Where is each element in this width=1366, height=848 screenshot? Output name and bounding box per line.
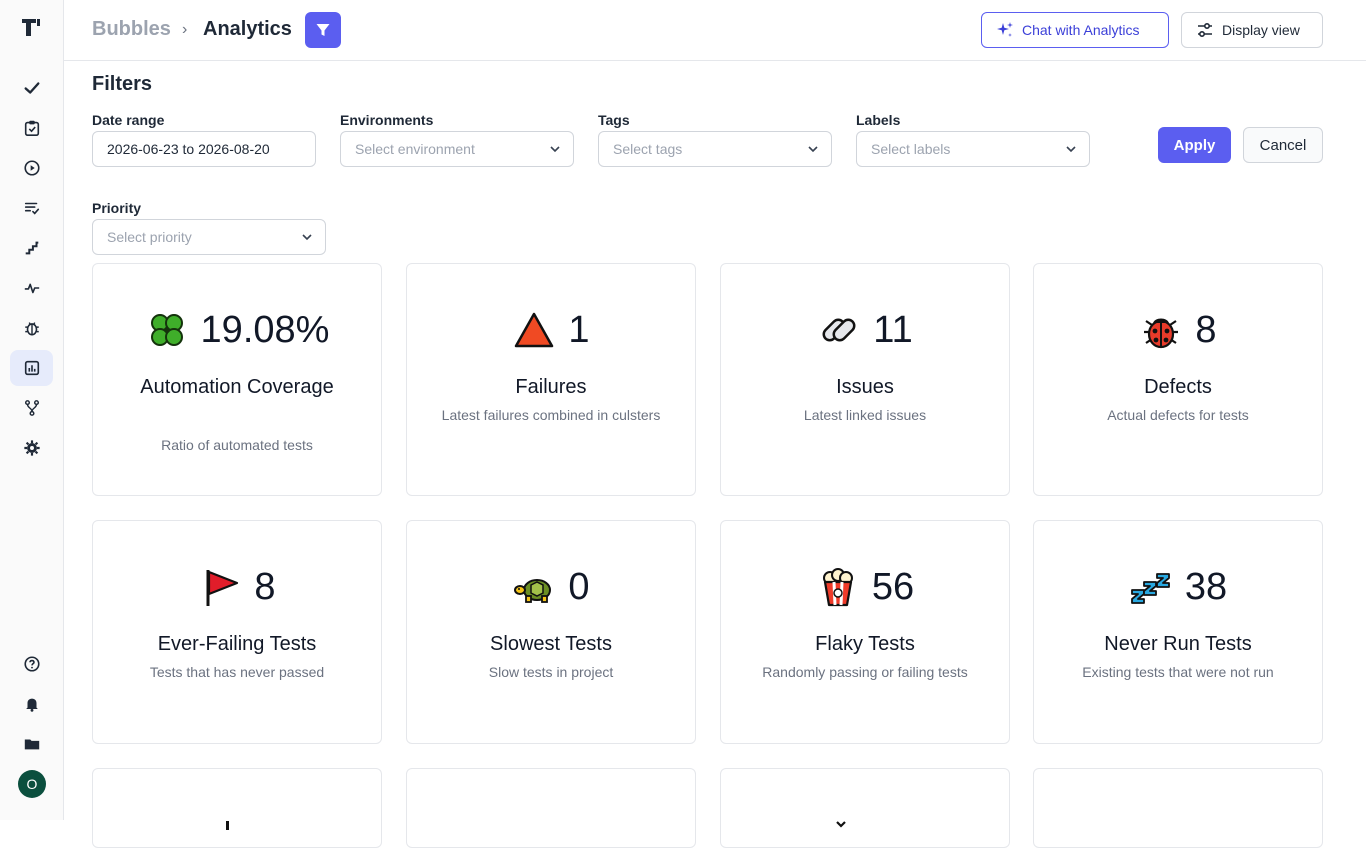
metric-value: 38 xyxy=(1184,565,1228,608)
metric-card-partial[interactable] xyxy=(406,768,696,848)
metric-description: Tests that has never passed xyxy=(149,664,325,680)
sidebar: O xyxy=(0,0,64,820)
avatar[interactable]: O xyxy=(18,770,46,798)
red-triangle-icon xyxy=(512,308,556,352)
labels-select[interactable]: Select labels xyxy=(856,131,1090,167)
metric-description: Actual defects for tests xyxy=(1107,407,1249,423)
labels-placeholder: Select labels xyxy=(871,141,951,157)
date-range-label: Date range xyxy=(92,112,165,128)
metric-card-flaky-tests[interactable]: 56 Flaky Tests Randomly passing or faili… xyxy=(720,520,1010,744)
red-flag-icon xyxy=(198,565,242,609)
folder-icon[interactable] xyxy=(10,726,53,762)
top-bar: Bubbles › Analytics Chat with Analytics … xyxy=(64,0,1366,61)
checkmark-icon[interactable] xyxy=(10,70,53,106)
environments-placeholder: Select environment xyxy=(355,141,475,157)
chart-bar-icon[interactable] xyxy=(10,350,53,386)
gear-icon[interactable] xyxy=(10,430,53,466)
metric-value: 1 xyxy=(568,308,590,351)
metric-value: 56 xyxy=(871,565,915,608)
sparkles-icon xyxy=(997,22,1013,37)
chevron-down-icon xyxy=(550,146,560,153)
play-circle-icon[interactable] xyxy=(10,150,53,186)
ladybug-icon xyxy=(1139,308,1183,352)
metric-card-issues[interactable]: 11 Issues Latest linked issues xyxy=(720,263,1010,496)
chevron-down-icon xyxy=(808,146,818,153)
branch-icon[interactable] xyxy=(10,390,53,426)
tags-select[interactable]: Select tags xyxy=(598,131,832,167)
partial-card-icon xyxy=(834,817,848,829)
display-view-button[interactable]: Display view xyxy=(1181,12,1323,48)
clipboard-check-icon[interactable] xyxy=(10,110,53,146)
cancel-button[interactable]: Cancel xyxy=(1243,127,1323,163)
sliders-icon xyxy=(1198,22,1212,38)
metric-value: 19.08% xyxy=(200,308,330,351)
metric-value: 0 xyxy=(568,565,590,608)
metric-card-ever-failing-tests[interactable]: 8 Ever-Failing Tests Tests that has neve… xyxy=(92,520,382,744)
metric-value: 8 xyxy=(254,565,276,608)
labels-label: Labels xyxy=(856,112,901,128)
priority-label: Priority xyxy=(92,200,142,216)
metric-title: Defects xyxy=(1144,376,1212,398)
metric-card-never-run-tests[interactable]: 38 Never Run Tests Existing tests that w… xyxy=(1033,520,1323,744)
metric-title: Issues xyxy=(836,376,894,398)
bug-icon[interactable] xyxy=(10,310,53,346)
metric-title: Never Run Tests xyxy=(1104,633,1252,655)
pulse-icon[interactable] xyxy=(10,270,53,306)
chevron-down-icon xyxy=(302,234,312,241)
tags-label: Tags xyxy=(598,112,630,128)
metric-description: Ratio of automated tests xyxy=(161,437,313,453)
list-check-icon[interactable] xyxy=(10,190,53,226)
metric-value: 11 xyxy=(873,308,913,351)
metric-card-defects[interactable]: 8 Defects Actual defects for tests xyxy=(1033,263,1323,496)
page-title: Analytics xyxy=(203,18,292,40)
priority-select[interactable]: Select priority xyxy=(92,219,326,255)
chat-with-analytics-button[interactable]: Chat with Analytics xyxy=(981,12,1169,48)
breadcrumb-separator: › xyxy=(182,21,188,38)
filters-title: Filters xyxy=(92,73,153,95)
funnel-icon xyxy=(316,24,330,36)
tags-placeholder: Select tags xyxy=(613,141,683,157)
metric-card-failures[interactable]: 1 Failures Latest failures combined in c… xyxy=(406,263,696,496)
metric-card-partial[interactable] xyxy=(92,768,382,848)
metric-description: Latest linked issues xyxy=(803,407,927,423)
filter-toggle-button[interactable] xyxy=(305,12,341,48)
four-leaf-clover-icon xyxy=(145,308,189,352)
metric-title: Flaky Tests xyxy=(815,633,915,655)
date-range-input[interactable]: 2026-06-23 to 2026-08-20 xyxy=(92,131,316,167)
metric-title: Ever-Failing Tests xyxy=(157,633,317,655)
bell-icon[interactable] xyxy=(10,686,53,722)
metric-title: Slowest Tests xyxy=(490,633,612,655)
link-icon xyxy=(817,308,861,352)
avatar-initial: O xyxy=(26,776,38,792)
metric-card-partial[interactable] xyxy=(720,768,1010,848)
help-icon[interactable] xyxy=(10,646,53,682)
metric-description: Existing tests that were not run xyxy=(1082,664,1274,680)
metric-card-automation-coverage[interactable]: 19.08% Automation Coverage Ratio of auto… xyxy=(92,263,382,496)
popcorn-icon xyxy=(816,565,860,609)
zzz-icon xyxy=(1129,565,1173,609)
environments-label: Environments xyxy=(340,112,434,128)
steps-icon[interactable] xyxy=(10,230,53,266)
partial-card-icon xyxy=(221,817,233,830)
metric-card-partial[interactable] xyxy=(1033,768,1323,848)
metric-title: Failures xyxy=(515,376,587,398)
environments-select[interactable]: Select environment xyxy=(340,131,574,167)
chevron-down-icon xyxy=(1066,146,1076,153)
date-range-value: 2026-06-23 to 2026-08-20 xyxy=(107,141,270,157)
chat-button-label: Chat with Analytics xyxy=(1022,22,1140,38)
metric-value: 8 xyxy=(1195,308,1217,351)
app-logo[interactable] xyxy=(20,16,44,40)
metric-description: Slow tests in project xyxy=(488,664,614,680)
metric-card-slowest-tests[interactable]: 0 Slowest Tests Slow tests in project xyxy=(406,520,696,744)
metric-title: Automation Coverage xyxy=(140,376,334,398)
breadcrumb-root[interactable]: Bubbles xyxy=(92,18,171,40)
metric-description: Latest failures combined in culsters xyxy=(441,407,661,423)
metric-description: Randomly passing or failing tests xyxy=(762,664,968,680)
display-button-label: Display view xyxy=(1222,22,1300,38)
turtle-icon xyxy=(512,565,556,609)
priority-placeholder: Select priority xyxy=(107,229,192,245)
apply-button[interactable]: Apply xyxy=(1158,127,1231,163)
